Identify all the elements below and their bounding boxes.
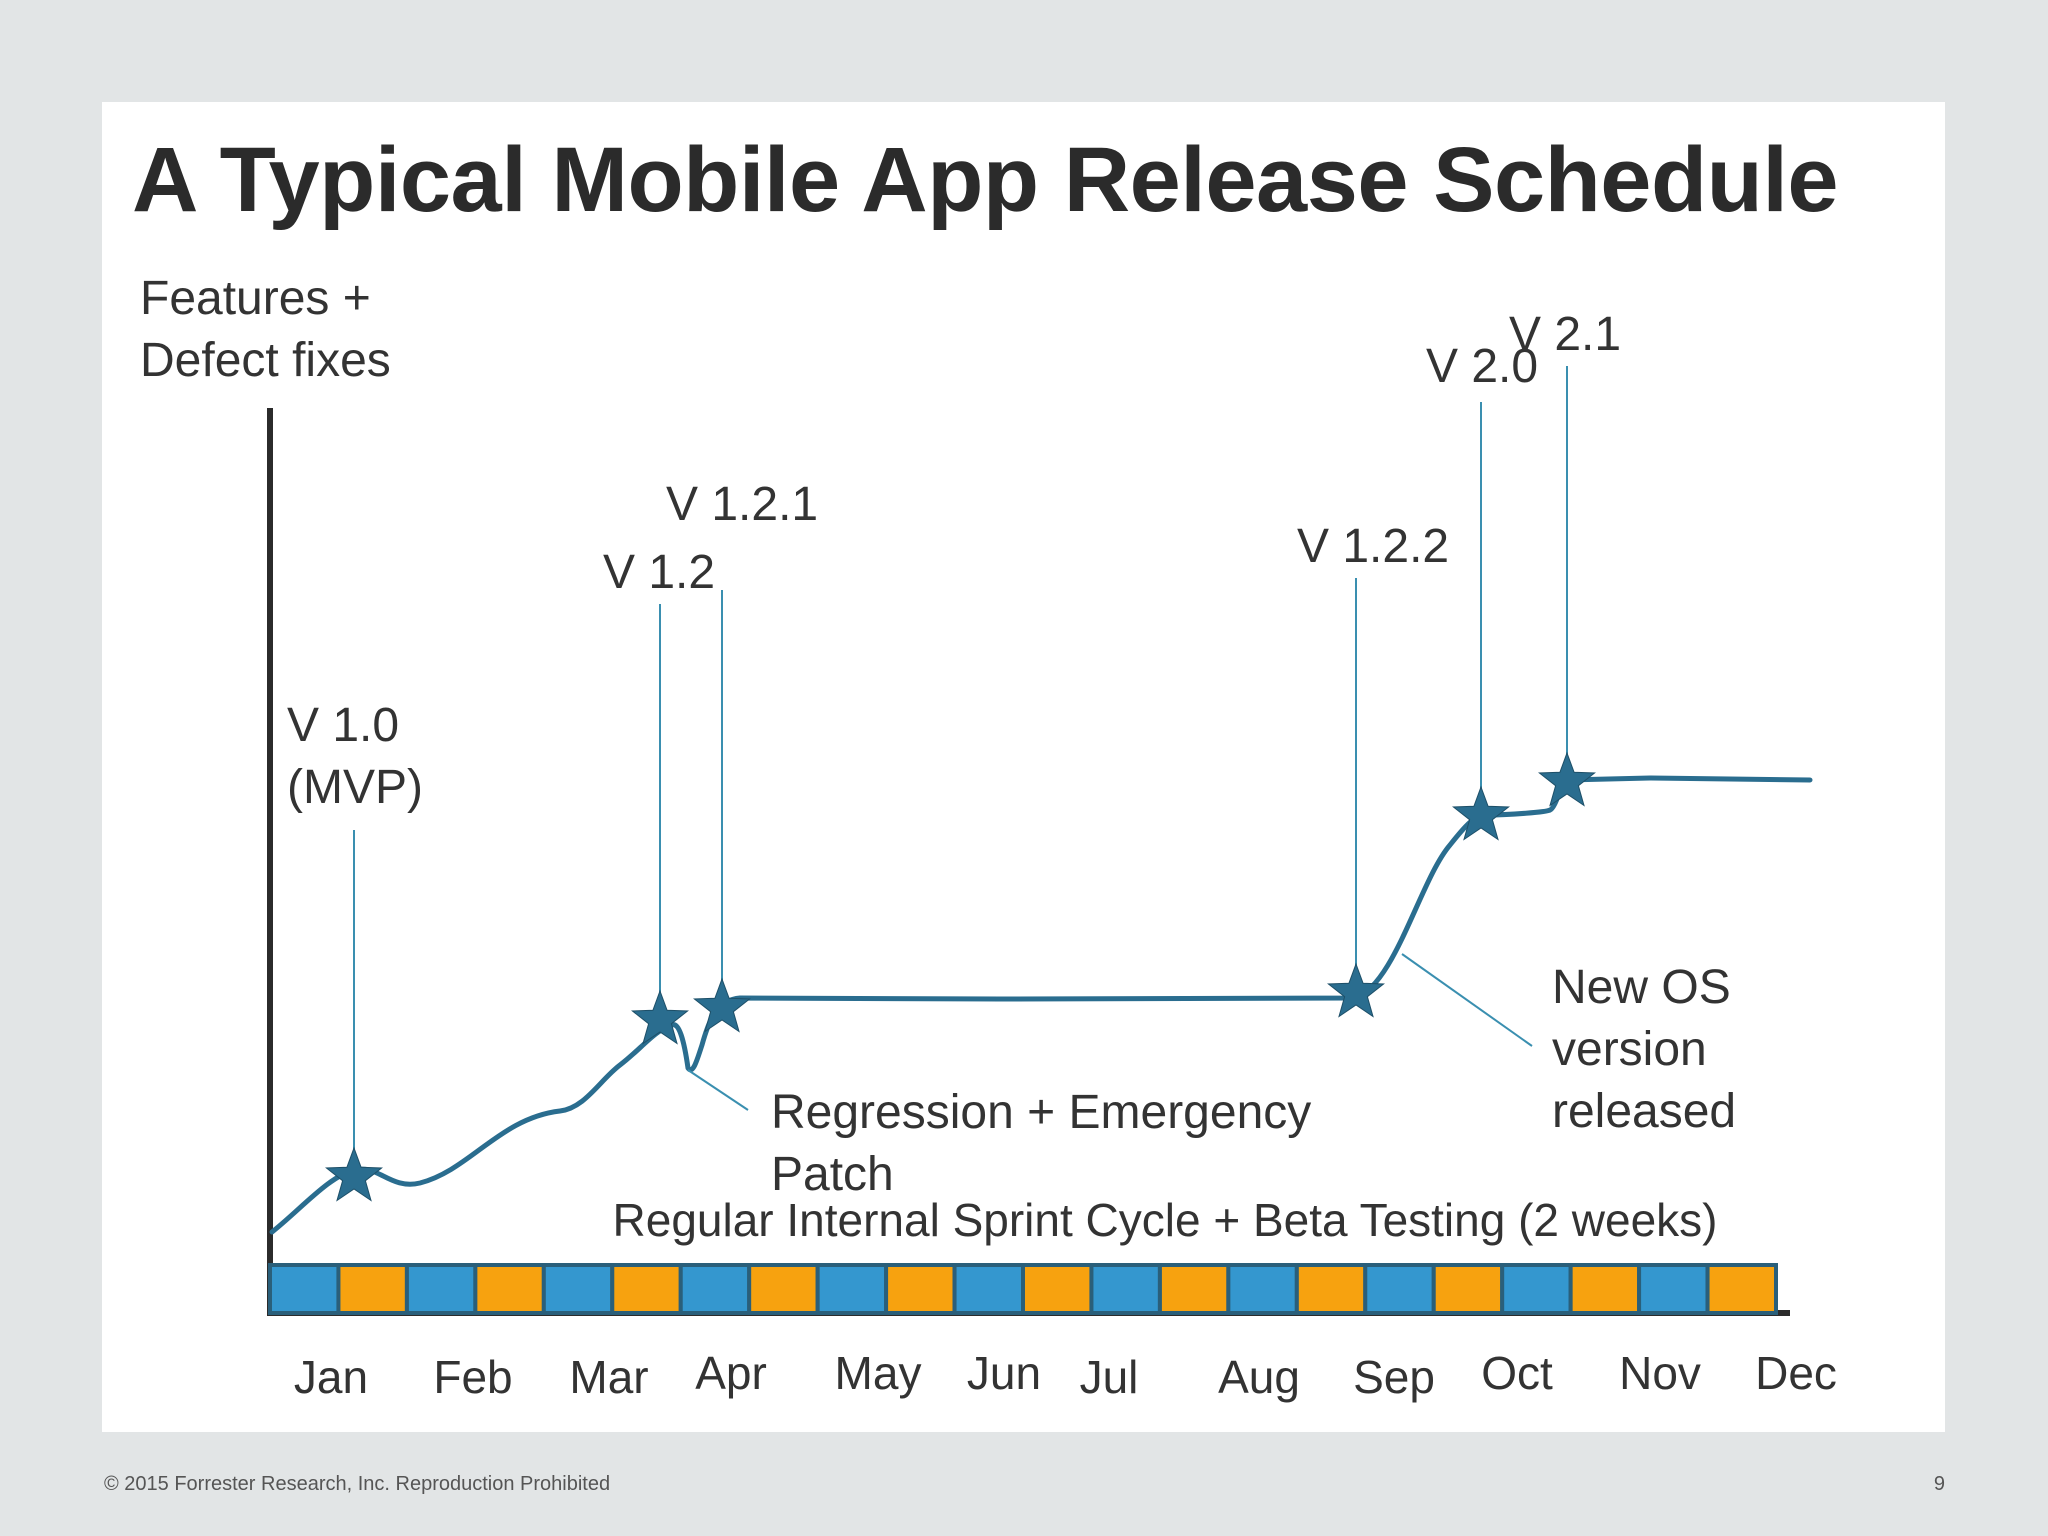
sprint-cell <box>1089 1263 1162 1315</box>
regression-annotation: Regression + Emergency <box>771 1086 1311 1139</box>
release-label: V 2.1 <box>1509 308 1621 361</box>
annotations: Regression + Emergency Patch New OS version… <box>687 953 1736 1201</box>
page-number: 9 <box>1933 1473 1945 1495</box>
sprint-cell <box>1637 1263 1710 1315</box>
sprint-cell <box>952 1263 1026 1315</box>
sprint-cell <box>404 1263 478 1315</box>
sprint-cell <box>1705 1263 1778 1315</box>
month-tick-label: Aug <box>1218 1351 1300 1403</box>
sprint-cell <box>1363 1263 1436 1315</box>
regression-callout-line <box>687 1069 749 1111</box>
release-star-marker <box>1452 785 1510 841</box>
sprint-cell <box>1294 1263 1368 1315</box>
y-axis-label-line: Defect fixes <box>140 334 391 387</box>
release-label: (MVP) <box>287 761 423 814</box>
sprint-cell <box>268 1263 341 1315</box>
y-axis-label: Features + Defect fixes <box>140 272 391 387</box>
sprint-cell <box>1500 1263 1573 1315</box>
sprint-cell <box>610 1263 683 1315</box>
release-star-marker <box>1327 962 1385 1018</box>
sprint-cell <box>1157 1263 1231 1315</box>
sprint-label: Regular Internal Sprint Cycle + Beta Tes… <box>613 1194 1718 1246</box>
month-tick-label: Dec <box>1755 1347 1837 1399</box>
slide-title: A Typical Mobile App Release Schedule <box>132 129 1839 231</box>
sprint-cell <box>541 1263 615 1315</box>
release-star-marker <box>631 989 689 1045</box>
new-os-annotation: released <box>1552 1085 1736 1138</box>
month-tick-label: Feb <box>433 1351 512 1403</box>
sprint-cell <box>1568 1263 1642 1315</box>
release-labels: V 1.0 (MVP) V 1.2 V 1.2.1 V 1.2.2 V 2.0V 2.1 <box>287 308 1621 814</box>
y-axis-label-line: Features + <box>140 272 371 325</box>
release-star-marker <box>325 1146 383 1202</box>
month-tick-label: Jan <box>294 1351 368 1403</box>
new-os-annotation: New OS <box>1552 961 1731 1014</box>
sprint-cell <box>884 1263 957 1315</box>
sprint-cell <box>1226 1263 1299 1315</box>
month-labels: Jan Feb Mar Apr May Jun Jul Aug Sep Oct Nov Dec <box>294 1347 1837 1403</box>
release-star-marker <box>1538 751 1596 807</box>
month-tick-label: Jul <box>1080 1351 1139 1403</box>
callout-lines <box>353 366 1568 1165</box>
sprint-cell <box>1431 1263 1505 1315</box>
release-label: V 1.0 <box>287 699 399 752</box>
month-tick-label: Jun <box>967 1347 1041 1399</box>
new-os-callout-line <box>1401 953 1533 1047</box>
slide-background <box>102 102 1945 1432</box>
copyright-footer: © 2015 Forrester Research, Inc. Reproduc… <box>104 1473 611 1495</box>
month-tick-label: Nov <box>1619 1347 1701 1399</box>
release-label: V 2.0 <box>1426 340 1538 393</box>
release-label: V 1.2 <box>603 546 715 599</box>
sprint-cell <box>815 1263 889 1315</box>
month-tick-label: Apr <box>695 1347 767 1399</box>
release-markers <box>325 751 1596 1202</box>
month-tick-label: Mar <box>569 1351 648 1403</box>
month-tick-label: Oct <box>1481 1347 1553 1399</box>
release-star-marker <box>693 977 751 1033</box>
sprint-bar <box>268 1263 1778 1315</box>
release-label: V 1.2.1 <box>666 478 818 531</box>
sprint-cell <box>1021 1263 1094 1315</box>
new-os-annotation: version <box>1552 1023 1707 1076</box>
sprint-cell <box>678 1263 752 1315</box>
regression-annotation: Patch <box>771 1148 894 1201</box>
month-tick-label: May <box>835 1347 922 1399</box>
sprint-cell <box>473 1263 546 1315</box>
release-label: V 1.2.2 <box>1297 520 1449 573</box>
month-tick-label: Sep <box>1353 1351 1435 1403</box>
sprint-cell <box>336 1263 409 1315</box>
sprint-cell <box>747 1263 820 1315</box>
